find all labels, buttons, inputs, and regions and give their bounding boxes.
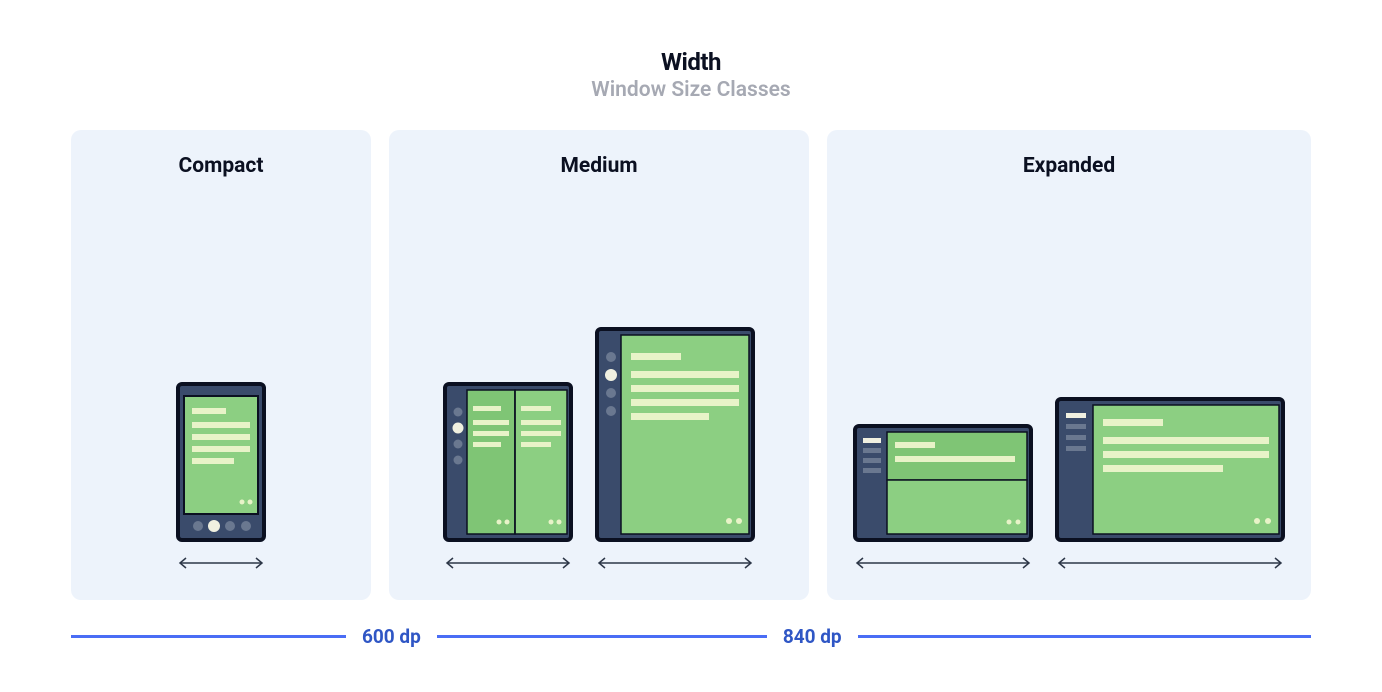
tablet-landscape-large-icon — [1055, 397, 1285, 542]
phone-icon — [176, 382, 266, 542]
panel-title-compact: Compact — [179, 154, 264, 178]
title-sub: Window Size Classes — [591, 78, 790, 102]
width-arrow-icon — [443, 556, 573, 570]
title-main: Width — [591, 48, 790, 76]
panel-title-medium: Medium — [560, 154, 637, 178]
device-tablet-landscape-small — [853, 424, 1033, 570]
tablet-landscape-icon — [853, 424, 1033, 542]
width-arrow-icon — [595, 556, 755, 570]
ruler-segment-3 — [858, 635, 1311, 638]
device-phone — [176, 382, 266, 570]
panels-row: Compact — [71, 130, 1311, 600]
device-foldable — [443, 382, 573, 570]
panel-medium: Medium — [389, 130, 809, 600]
foldable-icon — [443, 382, 573, 542]
width-arrow-icon — [176, 556, 266, 570]
ruler-segment-2 — [437, 635, 767, 638]
device-tablet-portrait — [595, 327, 755, 570]
devices-expanded — [847, 178, 1291, 570]
breakpoint-ruler: 600 dp 840 dp — [71, 624, 1311, 648]
panel-title-expanded: Expanded — [1023, 154, 1115, 178]
width-arrow-icon — [853, 556, 1033, 570]
header: Width Window Size Classes — [591, 48, 790, 102]
breakpoint-label-840: 840 dp — [767, 625, 858, 648]
ruler-segment-1 — [71, 635, 346, 638]
breakpoint-label-600: 600 dp — [346, 625, 437, 648]
devices-compact — [91, 178, 351, 570]
width-arrow-icon — [1055, 556, 1285, 570]
panel-compact: Compact — [71, 130, 371, 600]
tablet-portrait-icon — [595, 327, 755, 542]
panel-expanded: Expanded — [827, 130, 1311, 600]
device-tablet-landscape-large — [1055, 397, 1285, 570]
devices-medium — [409, 178, 789, 570]
